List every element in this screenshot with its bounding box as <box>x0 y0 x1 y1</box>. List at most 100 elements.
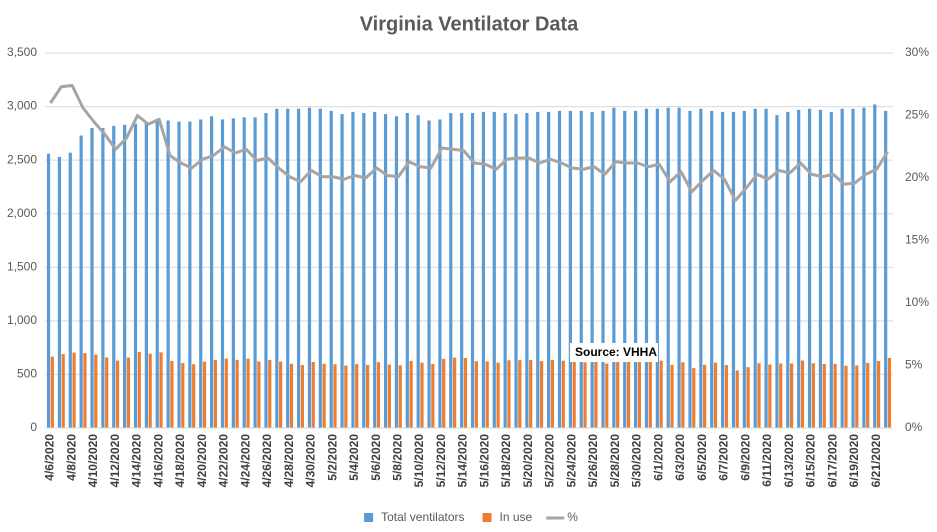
bar <box>514 114 518 429</box>
bar <box>764 108 768 428</box>
y-tick-label: 2,000 <box>7 206 37 220</box>
x-tick-label: 6/3/2020 <box>673 434 687 481</box>
bar <box>257 361 261 428</box>
bar <box>731 111 736 428</box>
bar <box>775 115 779 429</box>
bar <box>807 108 812 428</box>
bar <box>818 109 823 429</box>
x-tick-label: 6/11/2020 <box>760 434 774 487</box>
bar <box>431 364 435 428</box>
bar <box>655 108 659 428</box>
bar <box>699 108 703 428</box>
x-tick-label: 4/6/2020 <box>43 434 57 481</box>
bar <box>438 119 442 428</box>
bar <box>235 359 239 428</box>
x-tick-label: 5/18/2020 <box>499 434 513 488</box>
bar <box>57 156 62 428</box>
legend: Total ventilators In use% <box>364 510 578 524</box>
bar <box>181 363 185 428</box>
bar <box>529 359 533 428</box>
x-tick-label: 4/22/2020 <box>217 434 231 488</box>
bar <box>264 113 268 428</box>
bar <box>188 121 192 429</box>
bar <box>307 107 312 429</box>
bar <box>409 360 413 428</box>
bar <box>311 362 315 428</box>
bar <box>884 110 888 428</box>
bar <box>155 121 159 429</box>
bar <box>112 125 116 428</box>
chart-title: Virginia Ventilator Data <box>360 13 579 35</box>
bar <box>449 113 453 428</box>
x-tick-label: 6/17/2020 <box>825 434 839 488</box>
bar <box>416 115 420 429</box>
x-tick-label: 5/8/2020 <box>391 434 405 481</box>
bar <box>144 122 148 429</box>
bar <box>536 111 540 428</box>
bar <box>583 362 587 428</box>
x-tick-label: 4/12/2020 <box>108 434 122 488</box>
bar <box>387 364 391 428</box>
bar <box>496 362 500 428</box>
bar <box>735 370 739 428</box>
bar <box>50 356 54 428</box>
x-tick-label: 5/22/2020 <box>543 434 557 488</box>
bar <box>561 360 565 428</box>
y2-tick-label: 20% <box>905 170 929 184</box>
bar <box>220 119 225 428</box>
y-tick-label: 3,000 <box>7 99 37 113</box>
bar <box>318 108 322 428</box>
bar <box>83 353 87 428</box>
y-tick-label: 2,500 <box>7 152 37 166</box>
legend-symbol <box>482 513 492 522</box>
bar <box>742 110 746 428</box>
x-tick-label: 6/21/2020 <box>869 434 883 488</box>
bar <box>648 361 652 428</box>
bar <box>703 364 707 428</box>
x-tick-label: 4/20/2020 <box>195 434 209 488</box>
bar <box>710 110 714 428</box>
bar <box>568 110 572 428</box>
bar <box>866 362 870 428</box>
x-tick-label: 6/19/2020 <box>847 434 861 488</box>
bar <box>213 360 218 428</box>
bar <box>72 352 76 428</box>
x-tick-label: 4/10/2020 <box>86 434 100 488</box>
bar <box>623 110 627 428</box>
legend-symbol <box>364 513 374 522</box>
bar <box>137 351 141 428</box>
x-tick-label: 4/24/2020 <box>238 434 252 488</box>
bar <box>720 111 725 428</box>
bar <box>362 113 366 428</box>
x-tick-label: 5/24/2020 <box>564 434 578 488</box>
line-series <box>49 84 889 202</box>
bar <box>485 361 489 428</box>
x-tick-label: 5/12/2020 <box>434 434 448 488</box>
bar <box>90 128 94 428</box>
y-tick-label: 500 <box>17 367 37 381</box>
legend-label: In use <box>500 510 533 524</box>
x-tick-label: 5/16/2020 <box>477 434 491 488</box>
bar <box>644 108 649 428</box>
bar <box>460 113 464 428</box>
bar <box>68 152 72 428</box>
y2-tick-label: 10% <box>905 295 929 309</box>
y2-tick-label: 0% <box>905 420 923 434</box>
bar <box>296 108 301 428</box>
bar <box>873 104 877 428</box>
bar <box>366 365 370 428</box>
bar <box>634 110 638 428</box>
x-tick-label: 6/1/2020 <box>651 434 665 481</box>
bar <box>572 362 576 428</box>
bar <box>786 111 790 428</box>
bar <box>851 108 855 428</box>
bar <box>268 359 272 428</box>
bar <box>840 108 844 428</box>
bar <box>844 365 848 428</box>
bar <box>442 358 446 428</box>
y-tick-label: 1,500 <box>7 259 37 273</box>
legend-label: % <box>567 510 578 524</box>
bar <box>590 111 594 428</box>
x-tick-label: 4/18/2020 <box>173 434 187 488</box>
bar <box>286 108 290 428</box>
